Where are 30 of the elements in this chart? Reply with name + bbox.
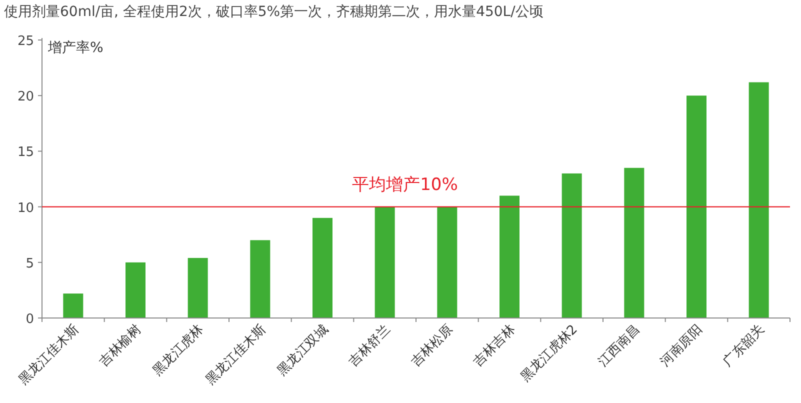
x-tick-label: 河南原阳 [658,322,706,370]
chart-title: 使用剂量60ml/亩, 全程使用2次，破口率5%第一次，齐穗期第二次，用水量450L/公顷 [4,4,544,20]
x-tick-label: 吉林吉林 [470,322,518,370]
y-tick-label: 25 [17,34,34,49]
y-tick-label: 10 [17,200,34,216]
x-tick-label: 黑龙江佳木斯 [203,322,269,388]
x-tick-label: 江西南昌 [596,322,643,370]
bar [126,262,146,318]
x-tick-label: 吉林舒兰 [346,322,394,370]
bar [437,206,458,318]
bar [624,168,644,318]
bar [374,206,395,318]
bar [748,82,769,318]
x-tick-label: 吉林榆树 [96,322,144,370]
x-tick-label: 广东韶关 [720,322,768,370]
bar [500,196,520,318]
bar [312,218,332,318]
x-tick-label: 黑龙江双城 [274,322,332,379]
bar [188,258,208,318]
bar [562,173,582,318]
ref-line-label: 平均增产10% [352,174,458,195]
x-tick-label: 吉林松原 [408,322,456,370]
y-tick-label: 15 [17,145,34,160]
bar [686,96,706,318]
y-tick-label: 5 [26,256,34,272]
x-tick-label: 黑龙江虎林2 [518,322,581,385]
bar [250,240,270,318]
y-tick-label: 20 [17,90,34,105]
y-axis-title: 增产率% [47,40,104,56]
bar [63,294,84,318]
